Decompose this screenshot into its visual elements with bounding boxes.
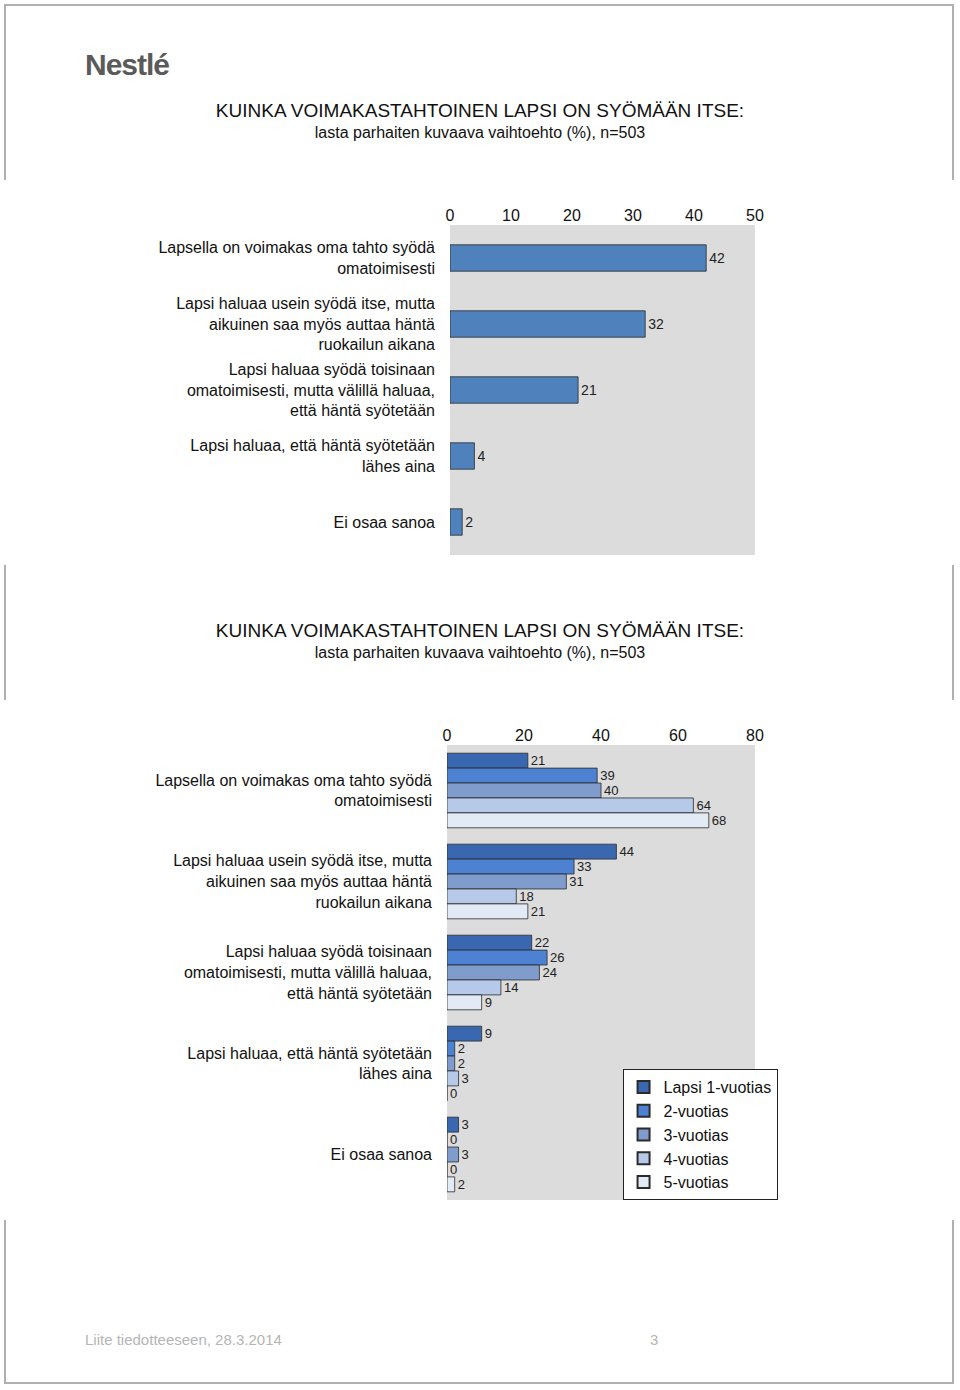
svg-text:40: 40 bbox=[592, 727, 610, 744]
svg-text:3: 3 bbox=[462, 1117, 469, 1132]
svg-text:3-vuotias: 3-vuotias bbox=[664, 1127, 729, 1144]
html-text:Nestlé: Nestlé bbox=[85, 48, 169, 81]
svg-text:Lapsi haluaa usein syödä itse,: Lapsi haluaa usein syödä itse, muttaaiku… bbox=[176, 295, 435, 354]
svg-text:2: 2 bbox=[465, 514, 473, 530]
svg-text:Lapsi haluaa syödä toisinaanom: Lapsi haluaa syödä toisinaanomatoimisest… bbox=[184, 943, 432, 1002]
svg-text:30: 30 bbox=[624, 207, 642, 224]
svg-text:Lapsi haluaa, että häntä syöte: Lapsi haluaa, että häntä syötetäänlähes … bbox=[187, 1045, 432, 1083]
svg-text:42: 42 bbox=[709, 250, 725, 266]
svg-text:64: 64 bbox=[696, 798, 711, 813]
svg-text:68: 68 bbox=[712, 813, 727, 828]
svg-text:40: 40 bbox=[604, 783, 619, 798]
html-text:KUINKA VOIMAKASTAHTOINEN LAPSI: KUINKA VOIMAKASTAHTOINEN LAPSI ON SYÖMÄÄ… bbox=[215, 100, 745, 121]
svg-text:Lapsella on voimakas oma tahto: Lapsella on voimakas oma tahto syödäomat… bbox=[158, 239, 435, 277]
svg-text:60: 60 bbox=[669, 727, 687, 744]
svg-text:3: 3 bbox=[462, 1147, 469, 1162]
svg-text:2: 2 bbox=[458, 1056, 465, 1071]
svg-text:20: 20 bbox=[515, 727, 533, 744]
svg-text:50: 50 bbox=[746, 207, 764, 224]
svg-text:9: 9 bbox=[485, 1026, 492, 1041]
svg-text:80: 80 bbox=[746, 727, 764, 744]
svg-text:Lapsi haluaa, että häntä syöte: Lapsi haluaa, että häntä syötetäänlähes … bbox=[190, 437, 435, 475]
svg-text:26: 26 bbox=[550, 950, 565, 965]
html-text:Liite tiedotteeseen, 28.3.2014: Liite tiedotteeseen, 28.3.2014 bbox=[85, 1331, 282, 1348]
svg-text:10: 10 bbox=[502, 207, 520, 224]
svg-text:Lapsi haluaa usein syödä itse,: Lapsi haluaa usein syödä itse, muttaaiku… bbox=[173, 852, 432, 911]
html-text:KUINKA VOIMAKASTAHTOINEN LAPSI: KUINKA VOIMAKASTAHTOINEN LAPSI ON SYÖMÄÄ… bbox=[215, 620, 745, 641]
svg-text:0: 0 bbox=[450, 1132, 457, 1147]
svg-text:31: 31 bbox=[569, 874, 584, 889]
html-text:lasta parhaiten kuvaava vaihto: lasta parhaiten kuvaava vaihtoehto (%), … bbox=[314, 124, 646, 141]
svg-text:21: 21 bbox=[531, 753, 546, 768]
svg-text:44: 44 bbox=[619, 844, 634, 859]
svg-text:3: 3 bbox=[462, 1071, 469, 1086]
svg-text:21: 21 bbox=[531, 904, 546, 919]
svg-text:0: 0 bbox=[446, 207, 455, 224]
svg-text:39: 39 bbox=[600, 768, 615, 783]
svg-text:2: 2 bbox=[458, 1041, 465, 1056]
svg-text:5-vuotias: 5-vuotias bbox=[664, 1174, 729, 1191]
svg-text:Ei osaa sanoa: Ei osaa sanoa bbox=[334, 514, 436, 531]
svg-text:14: 14 bbox=[504, 980, 519, 995]
svg-text:0: 0 bbox=[443, 727, 452, 744]
svg-text:9: 9 bbox=[485, 995, 492, 1010]
svg-text:0: 0 bbox=[450, 1086, 457, 1101]
html-text:lasta parhaiten kuvaava vaihto: lasta parhaiten kuvaava vaihtoehto (%), … bbox=[314, 644, 646, 661]
svg-text:40: 40 bbox=[685, 207, 703, 224]
svg-text:Ei osaa sanoa: Ei osaa sanoa bbox=[331, 1146, 433, 1163]
svg-text:2: 2 bbox=[458, 1177, 465, 1192]
svg-text:22: 22 bbox=[535, 935, 550, 950]
svg-text:2-vuotias: 2-vuotias bbox=[664, 1103, 729, 1120]
svg-text:Lapsi 1-vuotias: Lapsi 1-vuotias bbox=[664, 1079, 772, 1096]
svg-text:Lapsi haluaa syödä toisinaanom: Lapsi haluaa syödä toisinaanomatoimisest… bbox=[187, 361, 435, 420]
svg-text:20: 20 bbox=[563, 207, 581, 224]
html-text:3: 3 bbox=[650, 1331, 659, 1348]
svg-text:Lapsella on voimakas oma tahto: Lapsella on voimakas oma tahto syödäomat… bbox=[155, 772, 432, 810]
svg-text:33: 33 bbox=[577, 859, 592, 874]
svg-text:32: 32 bbox=[648, 316, 664, 332]
svg-text:18: 18 bbox=[519, 889, 534, 904]
svg-text:21: 21 bbox=[581, 382, 597, 398]
svg-text:0: 0 bbox=[450, 1162, 457, 1177]
svg-text:4-vuotias: 4-vuotias bbox=[664, 1151, 729, 1168]
svg-text:24: 24 bbox=[542, 965, 557, 980]
svg-text:4: 4 bbox=[477, 448, 485, 464]
